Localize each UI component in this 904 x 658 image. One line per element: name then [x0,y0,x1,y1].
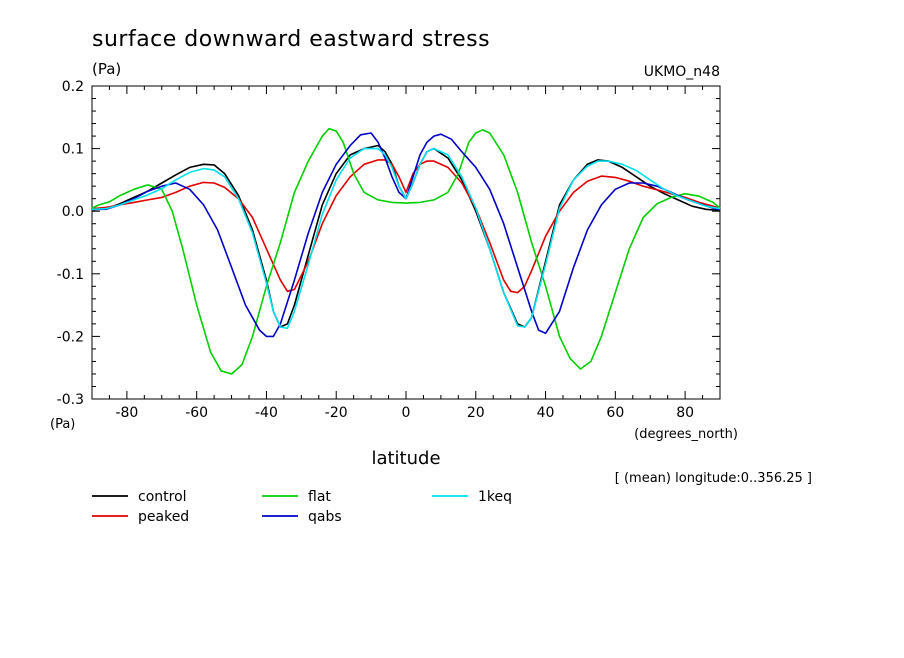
legend: control peaked flat qabs 1keq [92,489,512,525]
x-tick-label: -40 [255,405,278,421]
x-tick-label: -20 [325,405,348,421]
y-tick-label: -0.3 [57,392,84,408]
y-tick-label: 0.0 [62,204,84,220]
tick-layer: -80 -60 -40 -20 0 20 40 60 80 -0.3 -0.2 -0.1 0.0 0.1 0… [57,79,720,421]
x-tick-label: -80 [115,405,138,421]
plot-area: -80 -60 -40 -20 0 20 40 60 80 -0.3 -0.2 -0.1 0.0 0.1 0… [57,79,721,421]
legend-label-peaked: peaked [138,509,189,525]
longitude-note: [ (mean) longitude:0..356.25 ] [615,471,812,486]
x-tick-label: 0 [402,405,411,421]
x-tick-label: 80 [676,405,694,421]
y-units-label: (Pa) [92,60,121,78]
legend-label-1keq: 1keq [478,489,512,505]
y-tick-label: 0.1 [62,142,84,158]
x-tick-label: 60 [606,405,624,421]
series-line-control [91,144,721,328]
series-line-1keq [91,147,721,330]
legend-label-flat: flat [308,489,331,505]
y-tick-label: 0.2 [62,79,84,95]
x-tick-label: 40 [537,405,555,421]
series-layer [91,127,721,375]
x-axis-label: latitude [371,448,440,469]
x-axis-units: (degrees_north) [634,427,738,442]
plot-frame [91,85,721,400]
x-tick-label: -60 [185,405,208,421]
x-tick-label: 20 [467,405,485,421]
y-axis-units-bottom: (Pa) [50,417,75,432]
model-label: UKMO_n48 [644,64,720,80]
legend-label-qabs: qabs [308,509,342,525]
chart-title: surface downward eastward stress [92,27,490,52]
y-tick-label: -0.2 [57,329,84,345]
series-line-flat [91,127,721,375]
legend-label-control: control [138,489,187,505]
series-line-peaked [91,159,721,294]
series-line-qabs [92,132,721,338]
y-tick-label: -0.1 [57,267,84,283]
